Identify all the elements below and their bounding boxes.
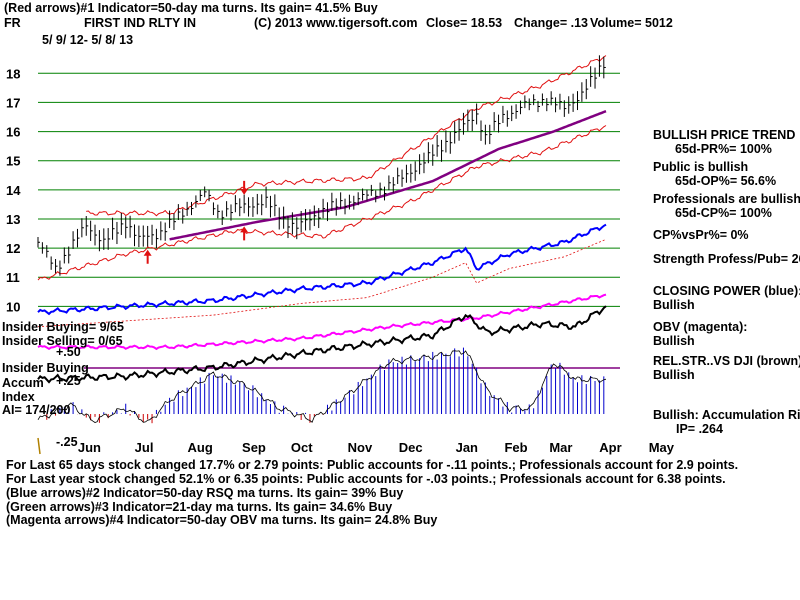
right-panel-line: Professionals are bullish [653, 192, 800, 206]
right-panel-line: Bullish [653, 368, 695, 382]
right-panel-line: Bullish [653, 298, 695, 312]
price-tick-label: 12 [6, 241, 20, 256]
right-panel-line: BULLISH PRICE TREND [653, 128, 796, 142]
price-tick-label: 14 [6, 183, 21, 198]
lower-band [37, 125, 607, 281]
buy-arrow [143, 249, 152, 264]
axis-tick-mark [37, 437, 41, 455]
month-axis: Jun Jul Aug Sep Oct Nov Dec Jan Feb Mar Apr May [78, 440, 675, 455]
price-tick-label: 10 [6, 299, 20, 314]
price-gridlines [37, 72, 620, 455]
volume-value: Volume= 5012 [590, 16, 673, 30]
copyright: (C) 2013 www.tigersoft.com [254, 16, 418, 30]
footer-line: (Green arrows)#3 Indicator=21-day ma tur… [6, 500, 393, 514]
month-label: Mar [549, 440, 572, 455]
price-tick-label: 16 [6, 125, 20, 140]
upper-band [86, 55, 607, 217]
right-panel-line: 65d-CP%= 100% [675, 206, 772, 220]
month-label: Aug [188, 440, 213, 455]
month-label: Sep [242, 440, 266, 455]
price-tick-label: 15 [6, 154, 20, 169]
month-label: Feb [504, 440, 527, 455]
right-panel-line: IP= .264 [676, 422, 723, 436]
right-panel-line: Bullish [653, 334, 695, 348]
price-tick-label: 17 [6, 95, 20, 110]
right-panel-line: CLOSING POWER (blue): [653, 284, 800, 298]
right-panel-line: CP%vsPr%= 0% [653, 228, 749, 242]
close-value: Close= 18.53 [426, 16, 503, 30]
closing-power-line [37, 223, 607, 316]
right-panel-line: 65d-PR%= 100% [675, 142, 772, 156]
accum-ma-line [37, 350, 607, 423]
accum-label-plus-25: +.25 [56, 374, 81, 388]
chart-series [37, 55, 607, 424]
footer-line: For Last 65 days stock changed 17.7% or … [6, 458, 739, 472]
price-axis: 10 11 12 13 14 15 16 17 18 [6, 66, 21, 314]
footer-line: For Last year stock changed 52.1% or 6.3… [6, 472, 726, 486]
closing-power-ma [37, 238, 607, 328]
date-range: 5/ 9/ 12- 5/ 8/ 13 [42, 33, 134, 47]
buy-arrow [240, 226, 249, 241]
change-value: Change= .13 [514, 16, 588, 30]
month-label: Apr [599, 440, 621, 455]
ma50-line [169, 110, 607, 241]
month-label: Jul [135, 440, 154, 455]
accum-label-minus-25: -.25 [56, 435, 78, 449]
obv-line [37, 293, 607, 351]
right-panel-line: 65d-OP%= 56.6% [675, 174, 777, 188]
ticker-symbol: FR [4, 16, 21, 30]
insider-buying-count: Insider Buying= 9/65 [2, 320, 124, 334]
right-panel-line: REL.STR..VS DJI (brown) [653, 354, 800, 368]
month-label: Oct [291, 440, 313, 455]
rel-strength-line [37, 305, 607, 384]
insider-buying-label: Insider Buying [2, 361, 89, 375]
right-panel-line: Public is bullish [653, 160, 749, 174]
company-name: FIRST IND RLTY IN [84, 16, 197, 30]
footer-line: (Magenta arrows)#4 Indicator=50-day OBV … [6, 513, 438, 527]
accum-label: Accum [2, 376, 44, 390]
month-label: Jun [78, 440, 101, 455]
price-tick-label: 18 [6, 66, 20, 81]
right-panel-line: OBV (magenta): [653, 320, 748, 334]
right-panel-line: Strength Profess/Pub= 26 [653, 252, 800, 266]
indicator-1-line: (Red arrows)#1 Indicator=50-day ma turns… [4, 1, 378, 15]
price-tick-label: 11 [6, 270, 20, 285]
month-label: May [649, 440, 675, 455]
right-panel-line: Bullish: Accumulation Risi [653, 408, 800, 422]
accum-label-plus-50: +.50 [56, 345, 81, 359]
sell-arrow [240, 180, 249, 195]
ai-value: AI= 174/200 [2, 403, 71, 417]
month-label: Dec [399, 440, 423, 455]
index-label: Index [2, 390, 35, 404]
insider-selling-count: Insider Selling= 0/65 [2, 334, 123, 348]
price-tick-label: 13 [6, 212, 20, 227]
footer-line: (Blue arrows)#2 Indicator=50-day RSQ ma … [6, 486, 404, 500]
month-label: Jan [456, 440, 478, 455]
month-label: Nov [348, 440, 373, 455]
